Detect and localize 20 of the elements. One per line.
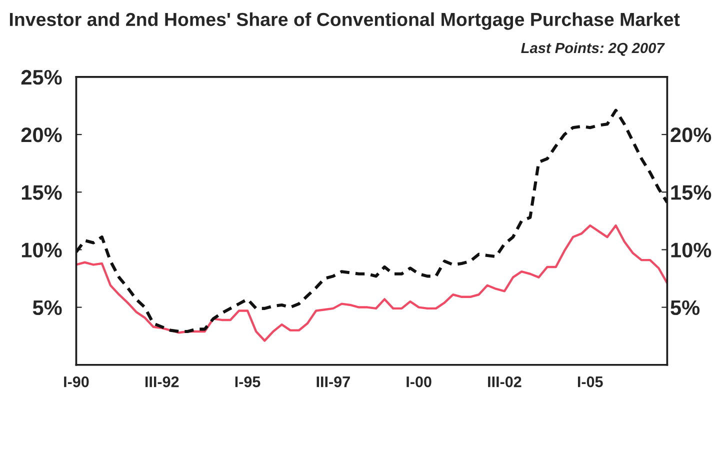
line-series [76, 108, 668, 334]
y-tick-label: 25% [21, 70, 62, 85]
x-tick-label: I-95 [235, 376, 260, 388]
y-tick-label: 5% [32, 300, 62, 316]
x-tick-label: III-02 [488, 376, 522, 388]
y-tick-label: 10% [22, 242, 62, 258]
y2-tick-label: 10% [671, 242, 712, 258]
x-tick-label: I-00 [406, 376, 432, 388]
y2-tick-label: 5% [670, 300, 700, 316]
x-tick-label: III-92 [145, 376, 179, 388]
y-tick-label: 15% [22, 185, 62, 200]
chart-subtitle: Last Points: 2Q 2007 [521, 42, 665, 56]
y2-tick-label: 15% [671, 185, 712, 200]
x-tick-label: III-97 [316, 376, 350, 388]
line-series [76, 224, 668, 342]
x-tick-label: I-05 [578, 376, 603, 388]
x-tick-label: I-90 [64, 376, 89, 388]
y-tick-label: 20% [21, 128, 62, 142]
chart-title: Investor and 2nd Homes' Share of Conventional Mortgage Purchase Market [10, 12, 680, 30]
y2-tick-label: 20% [670, 128, 712, 142]
